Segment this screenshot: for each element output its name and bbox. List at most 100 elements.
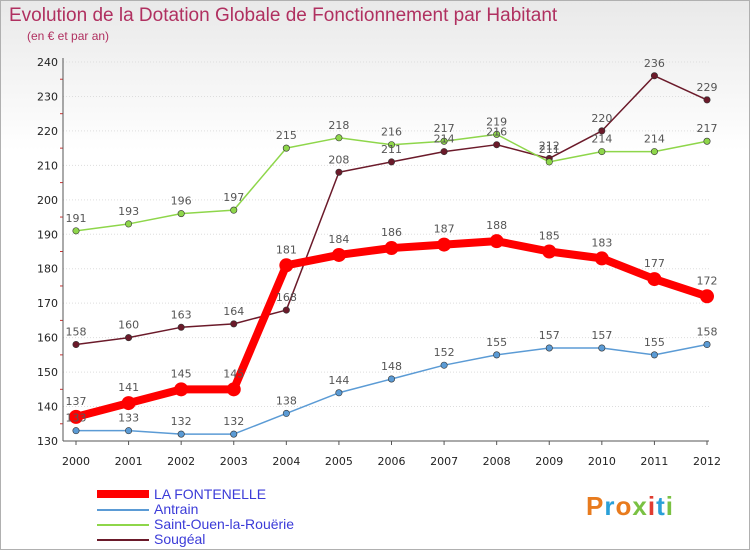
- data-point: [72, 227, 80, 235]
- y-tick-label: 160: [37, 332, 58, 345]
- data-label: 133: [66, 412, 87, 425]
- data-point: [650, 148, 658, 156]
- data-label: 197: [223, 191, 244, 204]
- data-point: [387, 375, 395, 383]
- legend-swatch: [97, 524, 149, 526]
- data-point: [489, 234, 504, 249]
- data-point: [335, 168, 343, 176]
- data-point: [440, 137, 448, 145]
- data-point: [493, 130, 501, 138]
- data-label: 172: [697, 274, 718, 287]
- data-point: [282, 409, 290, 417]
- data-label: 218: [328, 119, 349, 132]
- data-point: [335, 134, 343, 142]
- data-point: [542, 244, 557, 259]
- logo-letter: x: [632, 491, 648, 521]
- y-tick-label: 190: [37, 228, 58, 241]
- data-label: 186: [381, 226, 402, 239]
- data-label: 132: [171, 415, 192, 428]
- data-point: [335, 389, 343, 397]
- data-point: [125, 220, 133, 228]
- y-tick-label: 240: [37, 56, 58, 69]
- logo-letter: i: [665, 491, 674, 521]
- data-label: 187: [434, 223, 455, 236]
- data-point: [177, 430, 185, 438]
- y-tick-label: 140: [37, 401, 58, 414]
- data-point: [703, 341, 711, 349]
- data-label: 177: [644, 257, 665, 270]
- data-label: 216: [381, 126, 402, 139]
- data-point: [230, 430, 238, 438]
- data-label: 208: [328, 153, 349, 166]
- y-tick-label: 220: [37, 125, 58, 138]
- data-label: 133: [118, 412, 139, 425]
- series-line-soug-al: [75, 75, 708, 346]
- legend-swatch: [97, 509, 149, 511]
- x-tick-label: 2010: [588, 455, 616, 468]
- data-point: [121, 396, 136, 411]
- y-tick-label: 200: [37, 194, 58, 207]
- data-point: [598, 127, 606, 135]
- data-point: [545, 344, 553, 352]
- data-point: [545, 158, 553, 166]
- data-label: 141: [118, 381, 139, 394]
- data-point: [230, 206, 238, 214]
- data-label: 160: [118, 319, 139, 332]
- data-label: 215: [276, 129, 297, 142]
- y-tick-label: 210: [37, 159, 58, 172]
- data-point: [387, 158, 395, 166]
- data-labels: 158 160 163 164 168 208 211 214 216 212 220 236 229 1…: [66, 57, 718, 428]
- legend-swatch: [97, 490, 149, 498]
- legend-label: Saint-Ouen-la-Rouërie: [154, 516, 295, 532]
- y-tick-label: 180: [37, 263, 58, 276]
- data-label: 158: [697, 326, 718, 339]
- logo-letter: r: [604, 491, 616, 521]
- data-point: [647, 272, 662, 287]
- data-label: 220: [591, 112, 612, 125]
- x-tick-label: 2007: [430, 455, 458, 468]
- logo-letter: o: [615, 491, 633, 521]
- data-label: 211: [539, 143, 560, 156]
- data-label: 214: [591, 133, 612, 146]
- data-point: [226, 382, 241, 397]
- data-label: 163: [171, 308, 192, 321]
- x-tick-label: 2009: [535, 455, 563, 468]
- data-label: 155: [644, 336, 665, 349]
- data-label: 132: [223, 415, 244, 428]
- logo-letter: t: [656, 491, 666, 521]
- y-axis-ticks: 130 140 150 160 170 180 190 200 210 220 230 240: [37, 56, 58, 448]
- logo-letter: i: [647, 491, 657, 521]
- legend-label: Antrain: [154, 501, 199, 517]
- data-point: [493, 141, 501, 149]
- y-tick-label: 130: [37, 435, 58, 448]
- x-tick-label: 2000: [62, 455, 90, 468]
- data-point: [598, 148, 606, 156]
- data-point: [69, 409, 83, 424]
- x-tick-label: 2004: [272, 455, 300, 468]
- data-label: 217: [697, 122, 718, 135]
- x-tick-label: 2012: [693, 455, 721, 468]
- data-point: [282, 306, 290, 314]
- axes: [60, 58, 709, 445]
- data-label: 229: [697, 81, 718, 94]
- data-point: [174, 382, 189, 397]
- y-tick-label: 170: [37, 297, 58, 310]
- proxiti-logo: Proxiti: [586, 491, 674, 522]
- data-label: 157: [591, 329, 612, 342]
- legend-swatch: [97, 539, 149, 541]
- data-label: 214: [644, 133, 665, 146]
- data-label: 145: [223, 367, 244, 380]
- x-tick-label: 2002: [167, 455, 195, 468]
- data-label: 184: [328, 233, 349, 246]
- x-axis-ticks: 2000 2001 2002 2003 2004 2005 2006 2007 2008 2009…: [62, 455, 721, 468]
- data-label: 145: [171, 367, 192, 380]
- x-tick-label: 2003: [220, 455, 248, 468]
- data-point: [437, 237, 452, 252]
- data-label: 164: [223, 305, 244, 318]
- data-label: 148: [381, 360, 402, 373]
- data-point: [177, 323, 185, 331]
- data-point: [703, 96, 711, 104]
- x-tick-label: 2008: [483, 455, 511, 468]
- y-tick-label: 150: [37, 366, 58, 379]
